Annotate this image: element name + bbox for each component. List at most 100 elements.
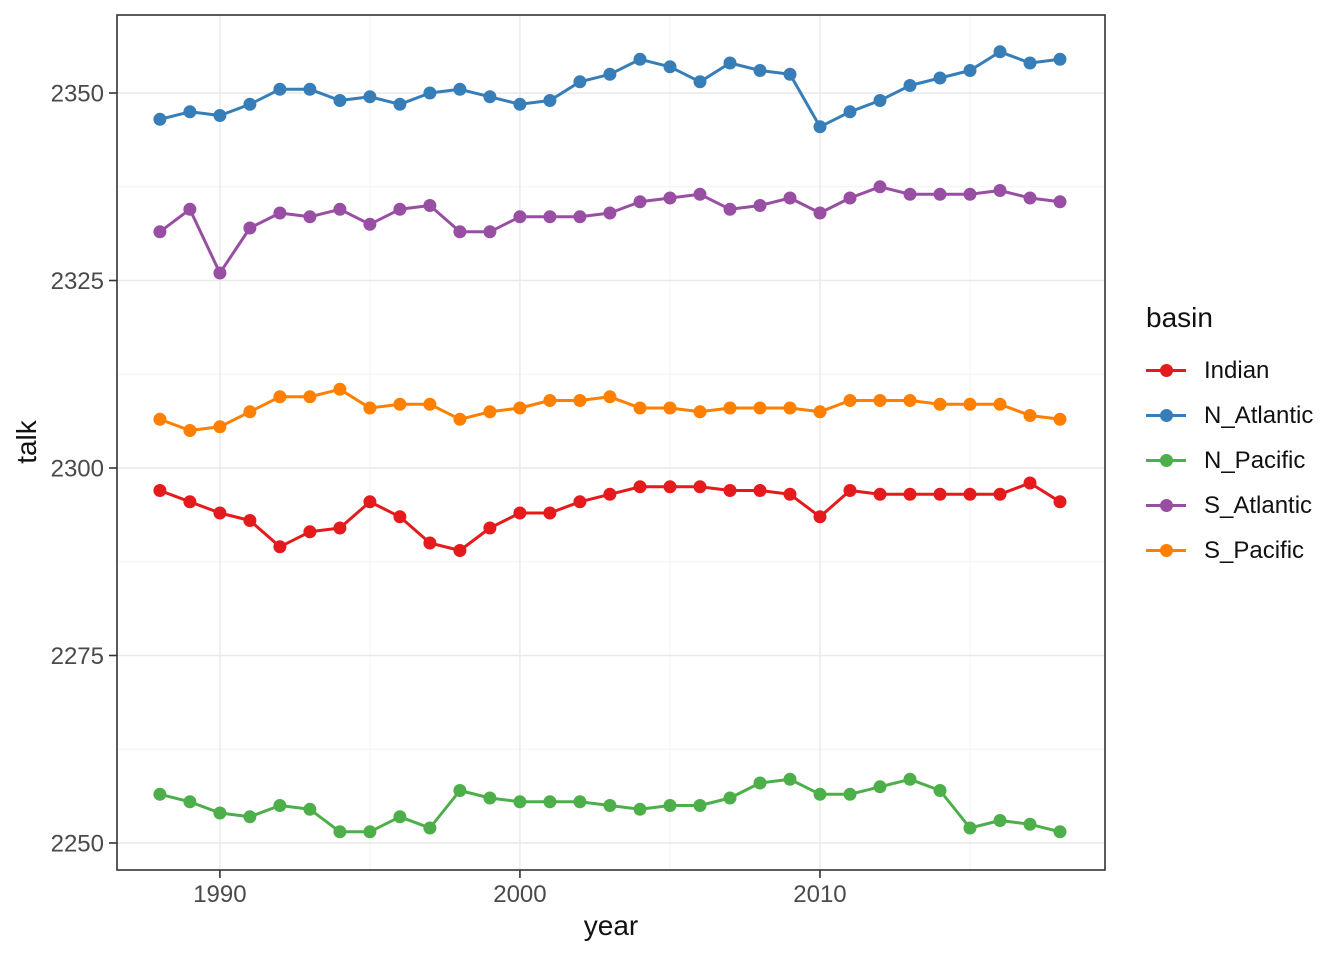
data-point-S_Atlantic <box>243 221 257 235</box>
legend-entry-n-pacific: N_Pacific <box>1146 438 1313 483</box>
data-point-N_Atlantic <box>1053 52 1067 66</box>
data-point-N_Atlantic <box>363 90 377 104</box>
data-point-N_Pacific <box>783 772 797 786</box>
data-point-N_Atlantic <box>243 97 257 111</box>
data-point-N_Atlantic <box>873 94 887 107</box>
data-point-N_Pacific <box>363 825 377 839</box>
data-point-Indian <box>513 506 527 520</box>
data-point-N_Pacific <box>213 806 227 820</box>
data-point-N_Atlantic <box>843 105 857 119</box>
x-axis-title: year <box>583 910 639 941</box>
data-point-Indian <box>423 536 437 550</box>
data-point-Indian <box>693 480 707 494</box>
legend-title: basin <box>1146 302 1213 333</box>
data-point-S_Pacific <box>573 394 587 407</box>
data-point-N_Atlantic <box>603 67 617 81</box>
data-point-Indian <box>363 495 377 509</box>
data-point-S_Pacific <box>423 397 437 411</box>
data-point-S_Pacific <box>843 394 857 407</box>
data-point-S_Atlantic <box>993 184 1007 197</box>
data-point-S_Atlantic <box>393 202 407 216</box>
data-point-S_Pacific <box>543 394 557 407</box>
data-point-N_Pacific <box>993 814 1007 827</box>
data-point-S_Atlantic <box>693 187 707 201</box>
data-point-N_Pacific <box>813 787 827 801</box>
data-point-N_Pacific <box>333 825 347 839</box>
data-point-N_Pacific <box>903 772 917 786</box>
legend-key-icon <box>1146 498 1186 514</box>
data-point-Indian <box>723 484 737 497</box>
data-point-S_Pacific <box>753 401 767 415</box>
data-point-S_Atlantic <box>543 210 557 224</box>
data-point-N_Atlantic <box>1023 56 1037 70</box>
legend-entry-label: Indian <box>1204 356 1270 384</box>
data-point-N_Pacific <box>393 810 407 824</box>
data-point-S_Atlantic <box>453 225 467 239</box>
data-point-Indian <box>993 487 1007 501</box>
data-point-S_Atlantic <box>903 187 917 201</box>
x-tick-label: 1990 <box>193 881 246 908</box>
data-point-S_Pacific <box>633 401 647 415</box>
data-point-Indian <box>963 487 977 501</box>
data-point-N_Pacific <box>483 791 497 805</box>
legend-entry-s-atlantic: S_Atlantic <box>1146 483 1313 528</box>
data-point-N_Atlantic <box>663 60 677 74</box>
data-point-N_Atlantic <box>273 82 287 96</box>
data-point-N_Pacific <box>453 784 467 797</box>
data-point-S_Atlantic <box>1053 195 1067 209</box>
data-point-S_Pacific <box>183 424 197 437</box>
data-point-N_Atlantic <box>693 75 707 89</box>
data-point-S_Pacific <box>333 382 347 396</box>
legend-entry-label: S_Atlantic <box>1204 491 1313 519</box>
data-point-N_Pacific <box>1023 817 1037 831</box>
data-point-N_Pacific <box>963 821 977 835</box>
data-point-Indian <box>783 487 797 501</box>
data-point-S_Pacific <box>453 412 467 426</box>
panel-background <box>117 15 1105 870</box>
data-point-N_Pacific <box>243 810 257 824</box>
legend-entry-label: S_Pacific <box>1204 536 1305 564</box>
data-point-Indian <box>843 484 857 497</box>
data-point-Indian <box>273 540 287 554</box>
data-point-S_Pacific <box>813 405 827 419</box>
data-point-N_Atlantic <box>633 52 647 66</box>
data-point-S_Atlantic <box>303 210 317 224</box>
data-point-S_Pacific <box>243 405 257 419</box>
data-point-S_Atlantic <box>933 187 947 201</box>
data-point-N_Atlantic <box>993 45 1007 59</box>
data-point-S_Pacific <box>663 401 677 415</box>
data-point-Indian <box>1053 495 1067 509</box>
data-point-N_Pacific <box>873 780 887 794</box>
data-point-S_Pacific <box>933 397 947 411</box>
data-point-N_Atlantic <box>783 67 797 81</box>
data-point-S_Atlantic <box>603 206 617 220</box>
data-point-N_Pacific <box>753 776 767 790</box>
data-point-N_Atlantic <box>723 56 737 70</box>
data-point-N_Atlantic <box>963 64 977 77</box>
data-point-N_Pacific <box>303 802 317 816</box>
data-point-S_Atlantic <box>843 191 857 205</box>
data-point-S_Atlantic <box>483 225 497 239</box>
data-point-S_Pacific <box>693 405 707 419</box>
data-point-Indian <box>873 487 887 501</box>
data-point-Indian <box>333 521 347 535</box>
data-point-Indian <box>903 487 917 501</box>
data-point-S_Pacific <box>513 401 527 415</box>
data-point-S_Pacific <box>213 420 227 434</box>
data-point-N_Pacific <box>543 795 557 809</box>
data-point-N_Atlantic <box>153 112 167 126</box>
data-point-S_Pacific <box>993 397 1007 411</box>
data-point-N_Atlantic <box>933 71 947 85</box>
data-point-Indian <box>603 487 617 501</box>
legend: basin Indian N_Atlantic N_Pacific S_Atla… <box>1146 302 1313 573</box>
data-point-S_Atlantic <box>633 195 647 209</box>
data-point-S_Atlantic <box>723 202 737 216</box>
y-tick-label: 2300 <box>51 456 104 483</box>
data-point-S_Pacific <box>903 394 917 407</box>
data-point-N_Atlantic <box>543 94 557 107</box>
data-point-S_Atlantic <box>213 266 227 280</box>
data-point-Indian <box>393 510 407 524</box>
data-point-N_Atlantic <box>303 82 317 96</box>
